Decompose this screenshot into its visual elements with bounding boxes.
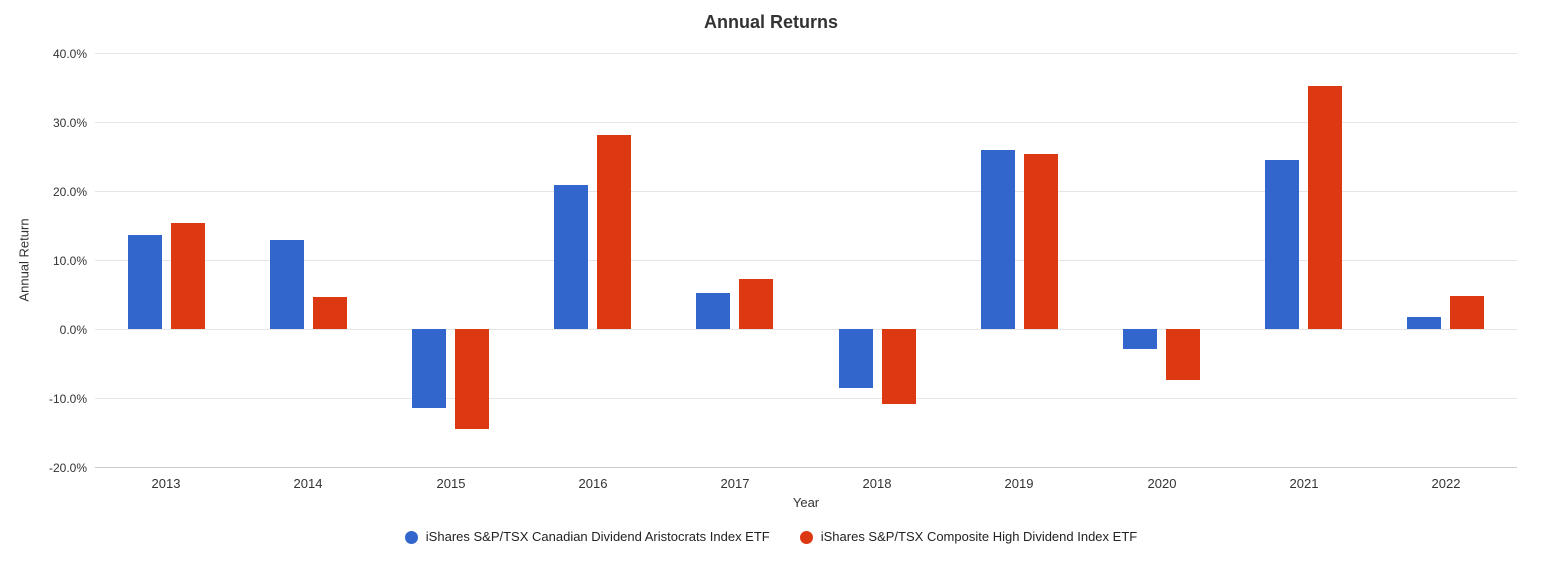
legend-item-series1[interactable]: iShares S&P/TSX Canadian Dividend Aristo… (404, 527, 770, 547)
y-tick-label: 10.0% (52, 254, 87, 268)
bar-series2-2015[interactable] (455, 329, 489, 429)
bar-series1-2013[interactable] (128, 235, 162, 329)
x-tick-label: 2015 (436, 476, 466, 491)
bar-series1-2020[interactable] (1123, 329, 1157, 349)
gridline (95, 122, 1517, 123)
y-tick-label: 0.0% (59, 323, 87, 337)
bar-series2-2016[interactable] (597, 135, 631, 329)
legend: iShares S&P/TSX Canadian Dividend Aristo… (0, 527, 1542, 547)
y-tick-label: 30.0% (52, 116, 87, 130)
x-tick-label: 2019 (1004, 476, 1034, 491)
bar-series2-2019[interactable] (1024, 154, 1058, 329)
legend-label: iShares S&P/TSX Composite High Dividend … (820, 529, 1138, 544)
chart-title: Annual Returns (703, 12, 838, 32)
legend-item-series2[interactable]: iShares S&P/TSX Composite High Dividend … (799, 527, 1138, 547)
bar-series2-2022[interactable] (1450, 296, 1484, 329)
bar-series1-2016[interactable] (554, 185, 588, 329)
bar-series2-2013[interactable] (171, 223, 205, 329)
y-tick-label: -20.0% (48, 461, 87, 475)
gridline (95, 260, 1517, 261)
gridline (95, 329, 1517, 330)
bar-series1-2022[interactable] (1407, 317, 1441, 329)
legend-marker-circle-icon (404, 530, 418, 544)
bar-series2-2017[interactable] (739, 279, 773, 329)
x-axis-title: Year (792, 495, 820, 510)
gridline (95, 53, 1517, 54)
bar-series2-2018[interactable] (882, 329, 916, 404)
legend-marker-circle-icon (799, 530, 813, 544)
bar-series2-2021[interactable] (1308, 86, 1342, 329)
x-tick-label: 2016 (578, 476, 608, 491)
bar-series1-2017[interactable] (696, 293, 730, 329)
bar-series2-2014[interactable] (313, 297, 347, 329)
x-tick-label: 2021 (1289, 476, 1319, 491)
x-tick-label: 2018 (862, 476, 892, 491)
y-tick-label: 20.0% (52, 185, 87, 199)
bar-series1-2015[interactable] (412, 329, 446, 408)
y-tick-label: 40.0% (52, 47, 87, 61)
bar-series1-2019[interactable] (981, 150, 1015, 329)
gridline (95, 398, 1517, 399)
x-tick-label: 2017 (720, 476, 750, 491)
bar-series1-2014[interactable] (270, 240, 304, 329)
x-tick-label: 2022 (1431, 476, 1461, 491)
y-tick-label: -10.0% (48, 392, 87, 406)
bar-series1-2021[interactable] (1265, 160, 1299, 329)
x-axis-line (95, 467, 1517, 468)
x-tick-label: 2013 (151, 476, 181, 491)
gridline (95, 191, 1517, 192)
x-tick-label: 2020 (1147, 476, 1177, 491)
x-tick-label: 2014 (293, 476, 323, 491)
bar-series2-2020[interactable] (1166, 329, 1200, 380)
bar-series1-2018[interactable] (839, 329, 873, 388)
legend-label: iShares S&P/TSX Canadian Dividend Aristo… (425, 529, 770, 544)
